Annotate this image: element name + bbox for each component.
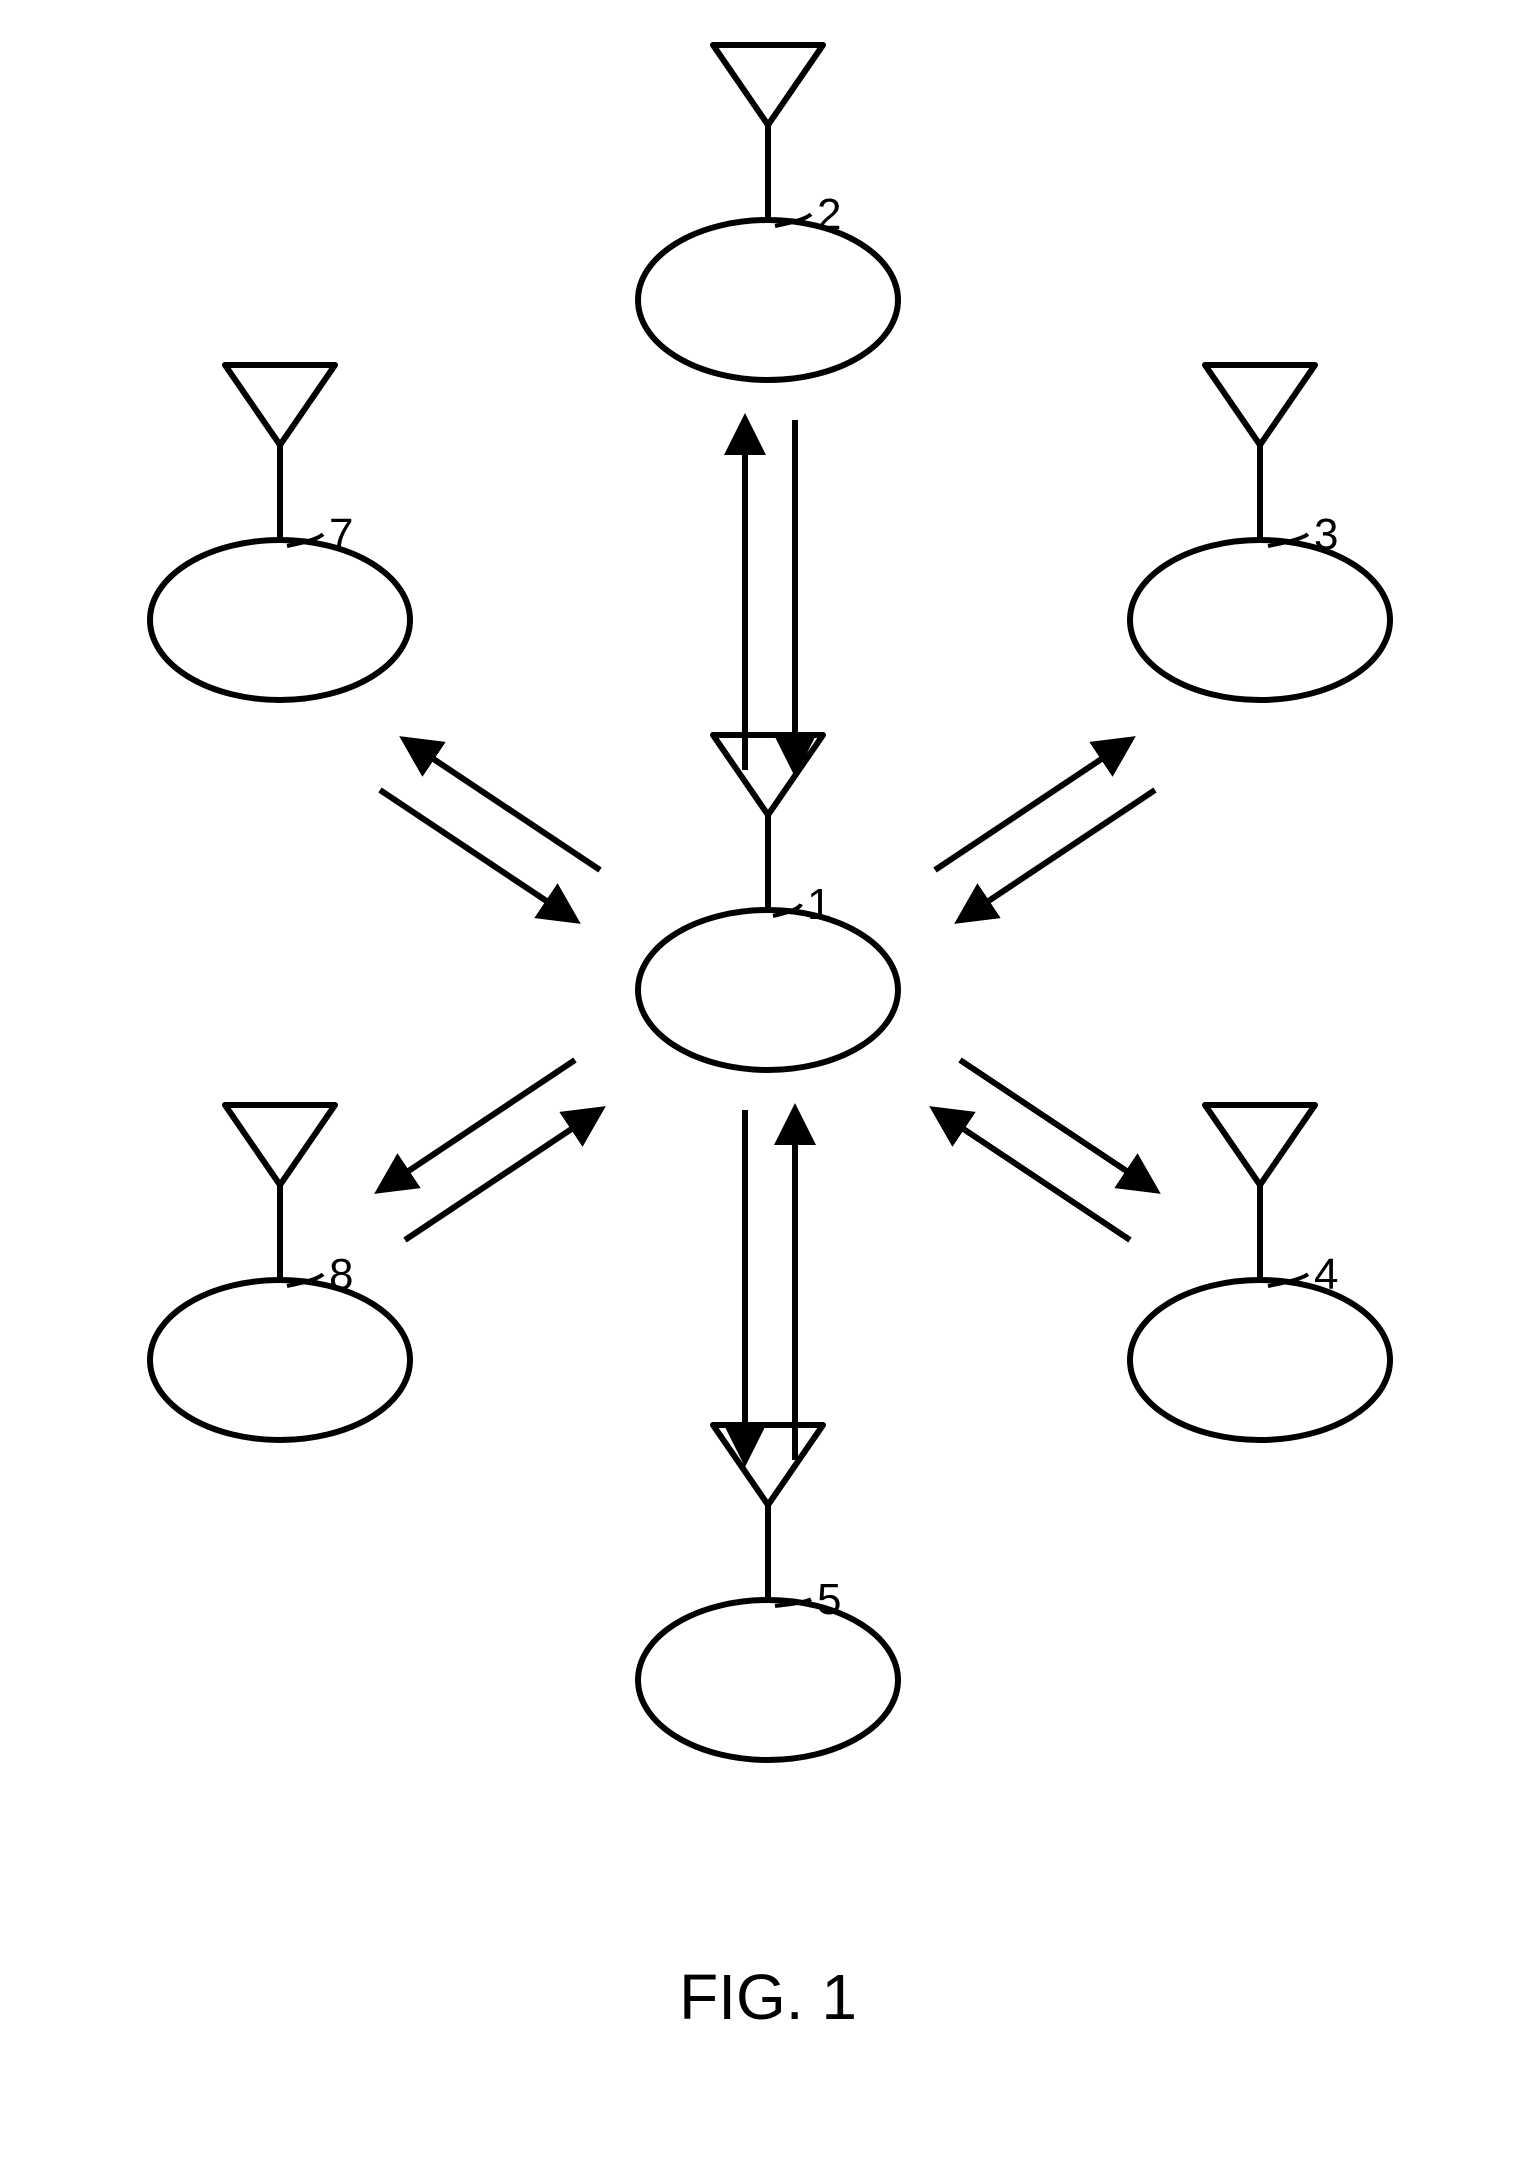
node-label-4: 4 bbox=[1314, 1250, 1338, 1300]
edge-arrow bbox=[960, 790, 1155, 920]
edge-arrow bbox=[935, 1110, 1130, 1240]
node-label-2: 2 bbox=[817, 190, 841, 240]
antenna-node-3 bbox=[1130, 365, 1390, 700]
antenna-node-5 bbox=[638, 1425, 898, 1760]
antenna-node-1 bbox=[638, 735, 898, 1070]
antenna-node-4 bbox=[1130, 1105, 1390, 1440]
antenna-node-7 bbox=[150, 365, 410, 700]
edge-arrow bbox=[380, 1060, 575, 1190]
node-label-1: 1 bbox=[807, 880, 831, 930]
network-diagram bbox=[0, 0, 1536, 2176]
edge-arrow bbox=[405, 1110, 600, 1240]
edge-arrow bbox=[935, 740, 1130, 870]
edge-arrow bbox=[380, 790, 575, 920]
antenna-node-2 bbox=[638, 45, 898, 380]
node-label-7: 7 bbox=[329, 510, 353, 560]
antenna-node-8 bbox=[150, 1105, 410, 1440]
figure-caption: FIG. 1 bbox=[0, 1960, 1536, 2034]
node-label-5: 5 bbox=[817, 1575, 841, 1625]
node-label-3: 3 bbox=[1314, 510, 1338, 560]
edge-arrow bbox=[405, 740, 600, 870]
node-label-8: 8 bbox=[329, 1250, 353, 1300]
edge-arrow bbox=[960, 1060, 1155, 1190]
